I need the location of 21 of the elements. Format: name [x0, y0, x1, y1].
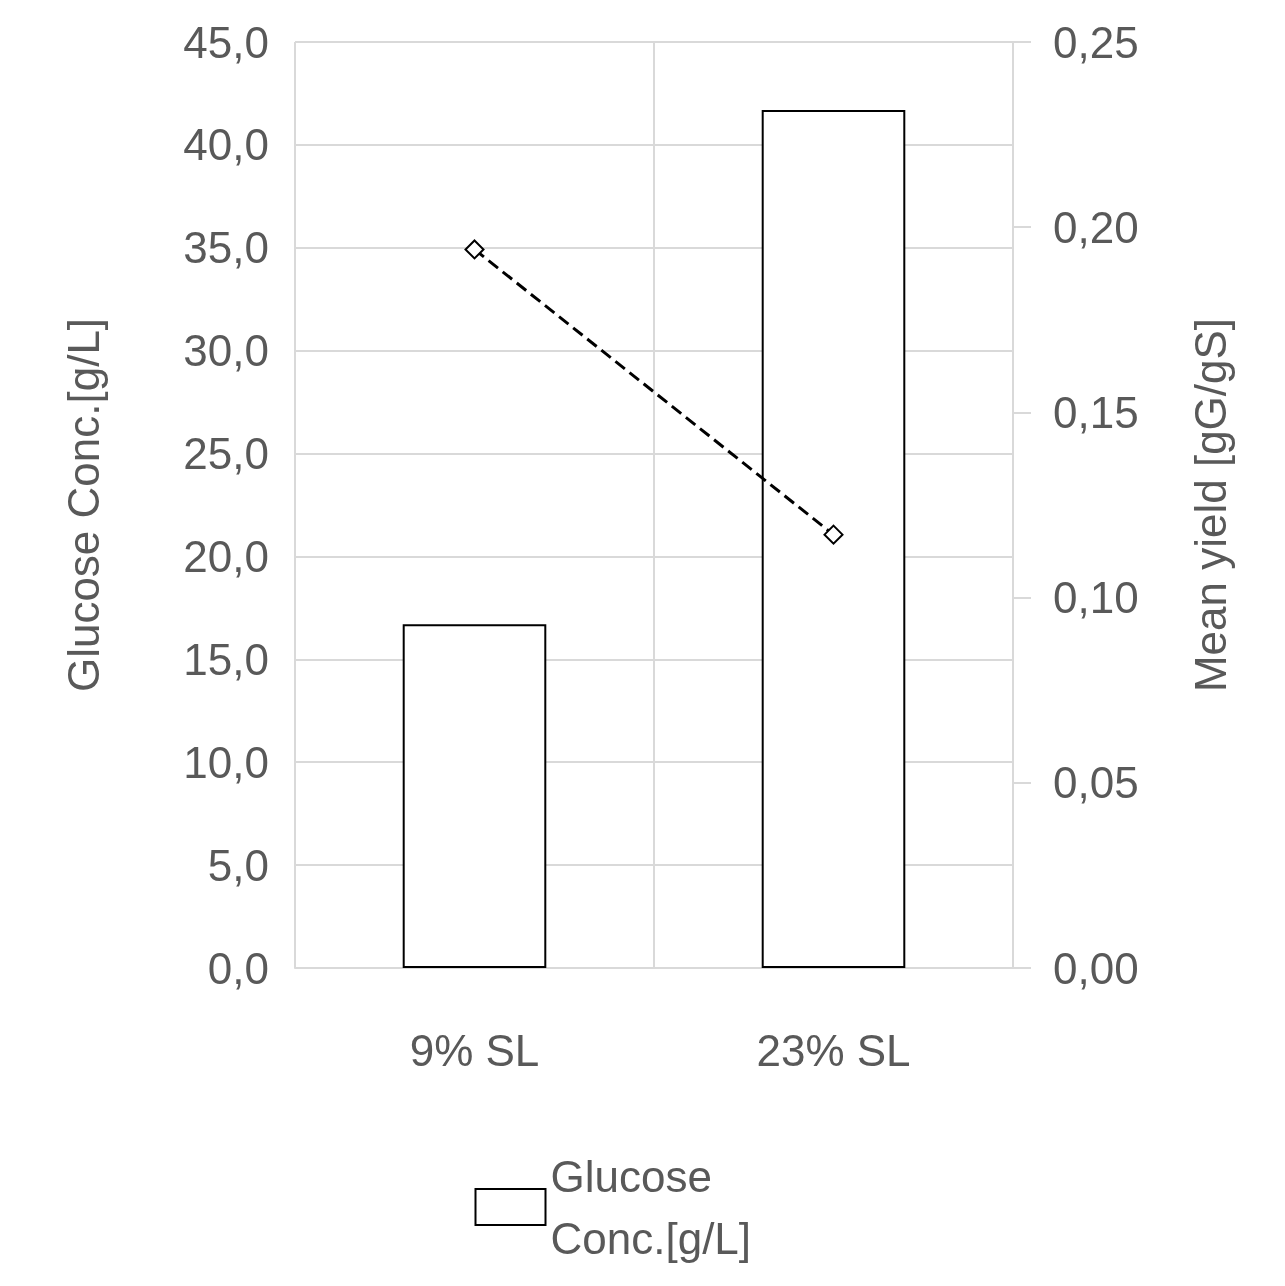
y-axis-title: Glucose Conc.[g/L] — [58, 317, 108, 693]
y-tick-label: 10,0 — [183, 737, 269, 787]
y-tick-label: 0,0 — [207, 943, 269, 993]
y2-tick-label: 0,05 — [1053, 758, 1139, 808]
y2-tick-label: 0,25 — [1053, 17, 1139, 67]
x-tick-label: 9% SL — [409, 1025, 540, 1075]
y2-tick-label: 0,20 — [1053, 202, 1139, 252]
y2-tick-label: 0,15 — [1053, 387, 1139, 437]
y-tick-label: 45,0 — [183, 17, 269, 67]
y-tick-label: 40,0 — [183, 120, 269, 170]
legend-label: Glucose Conc.[g/L] — [550, 1151, 752, 1263]
y-tick-label: 5,0 — [207, 840, 269, 890]
y-tick-label: 20,0 — [183, 531, 269, 581]
y-tick-label: 30,0 — [183, 326, 269, 376]
y2-axis-title: Mean yield [gG/gS] — [1185, 317, 1235, 693]
y2-tick-label: 0,10 — [1053, 573, 1139, 623]
x-tick-label: 23% SL — [756, 1025, 911, 1075]
y-tick-label: 35,0 — [183, 223, 269, 273]
y-tick-label: 25,0 — [183, 429, 269, 479]
y-tick-label: 15,0 — [183, 634, 269, 684]
y2-tick-label: 0,00 — [1053, 943, 1139, 993]
